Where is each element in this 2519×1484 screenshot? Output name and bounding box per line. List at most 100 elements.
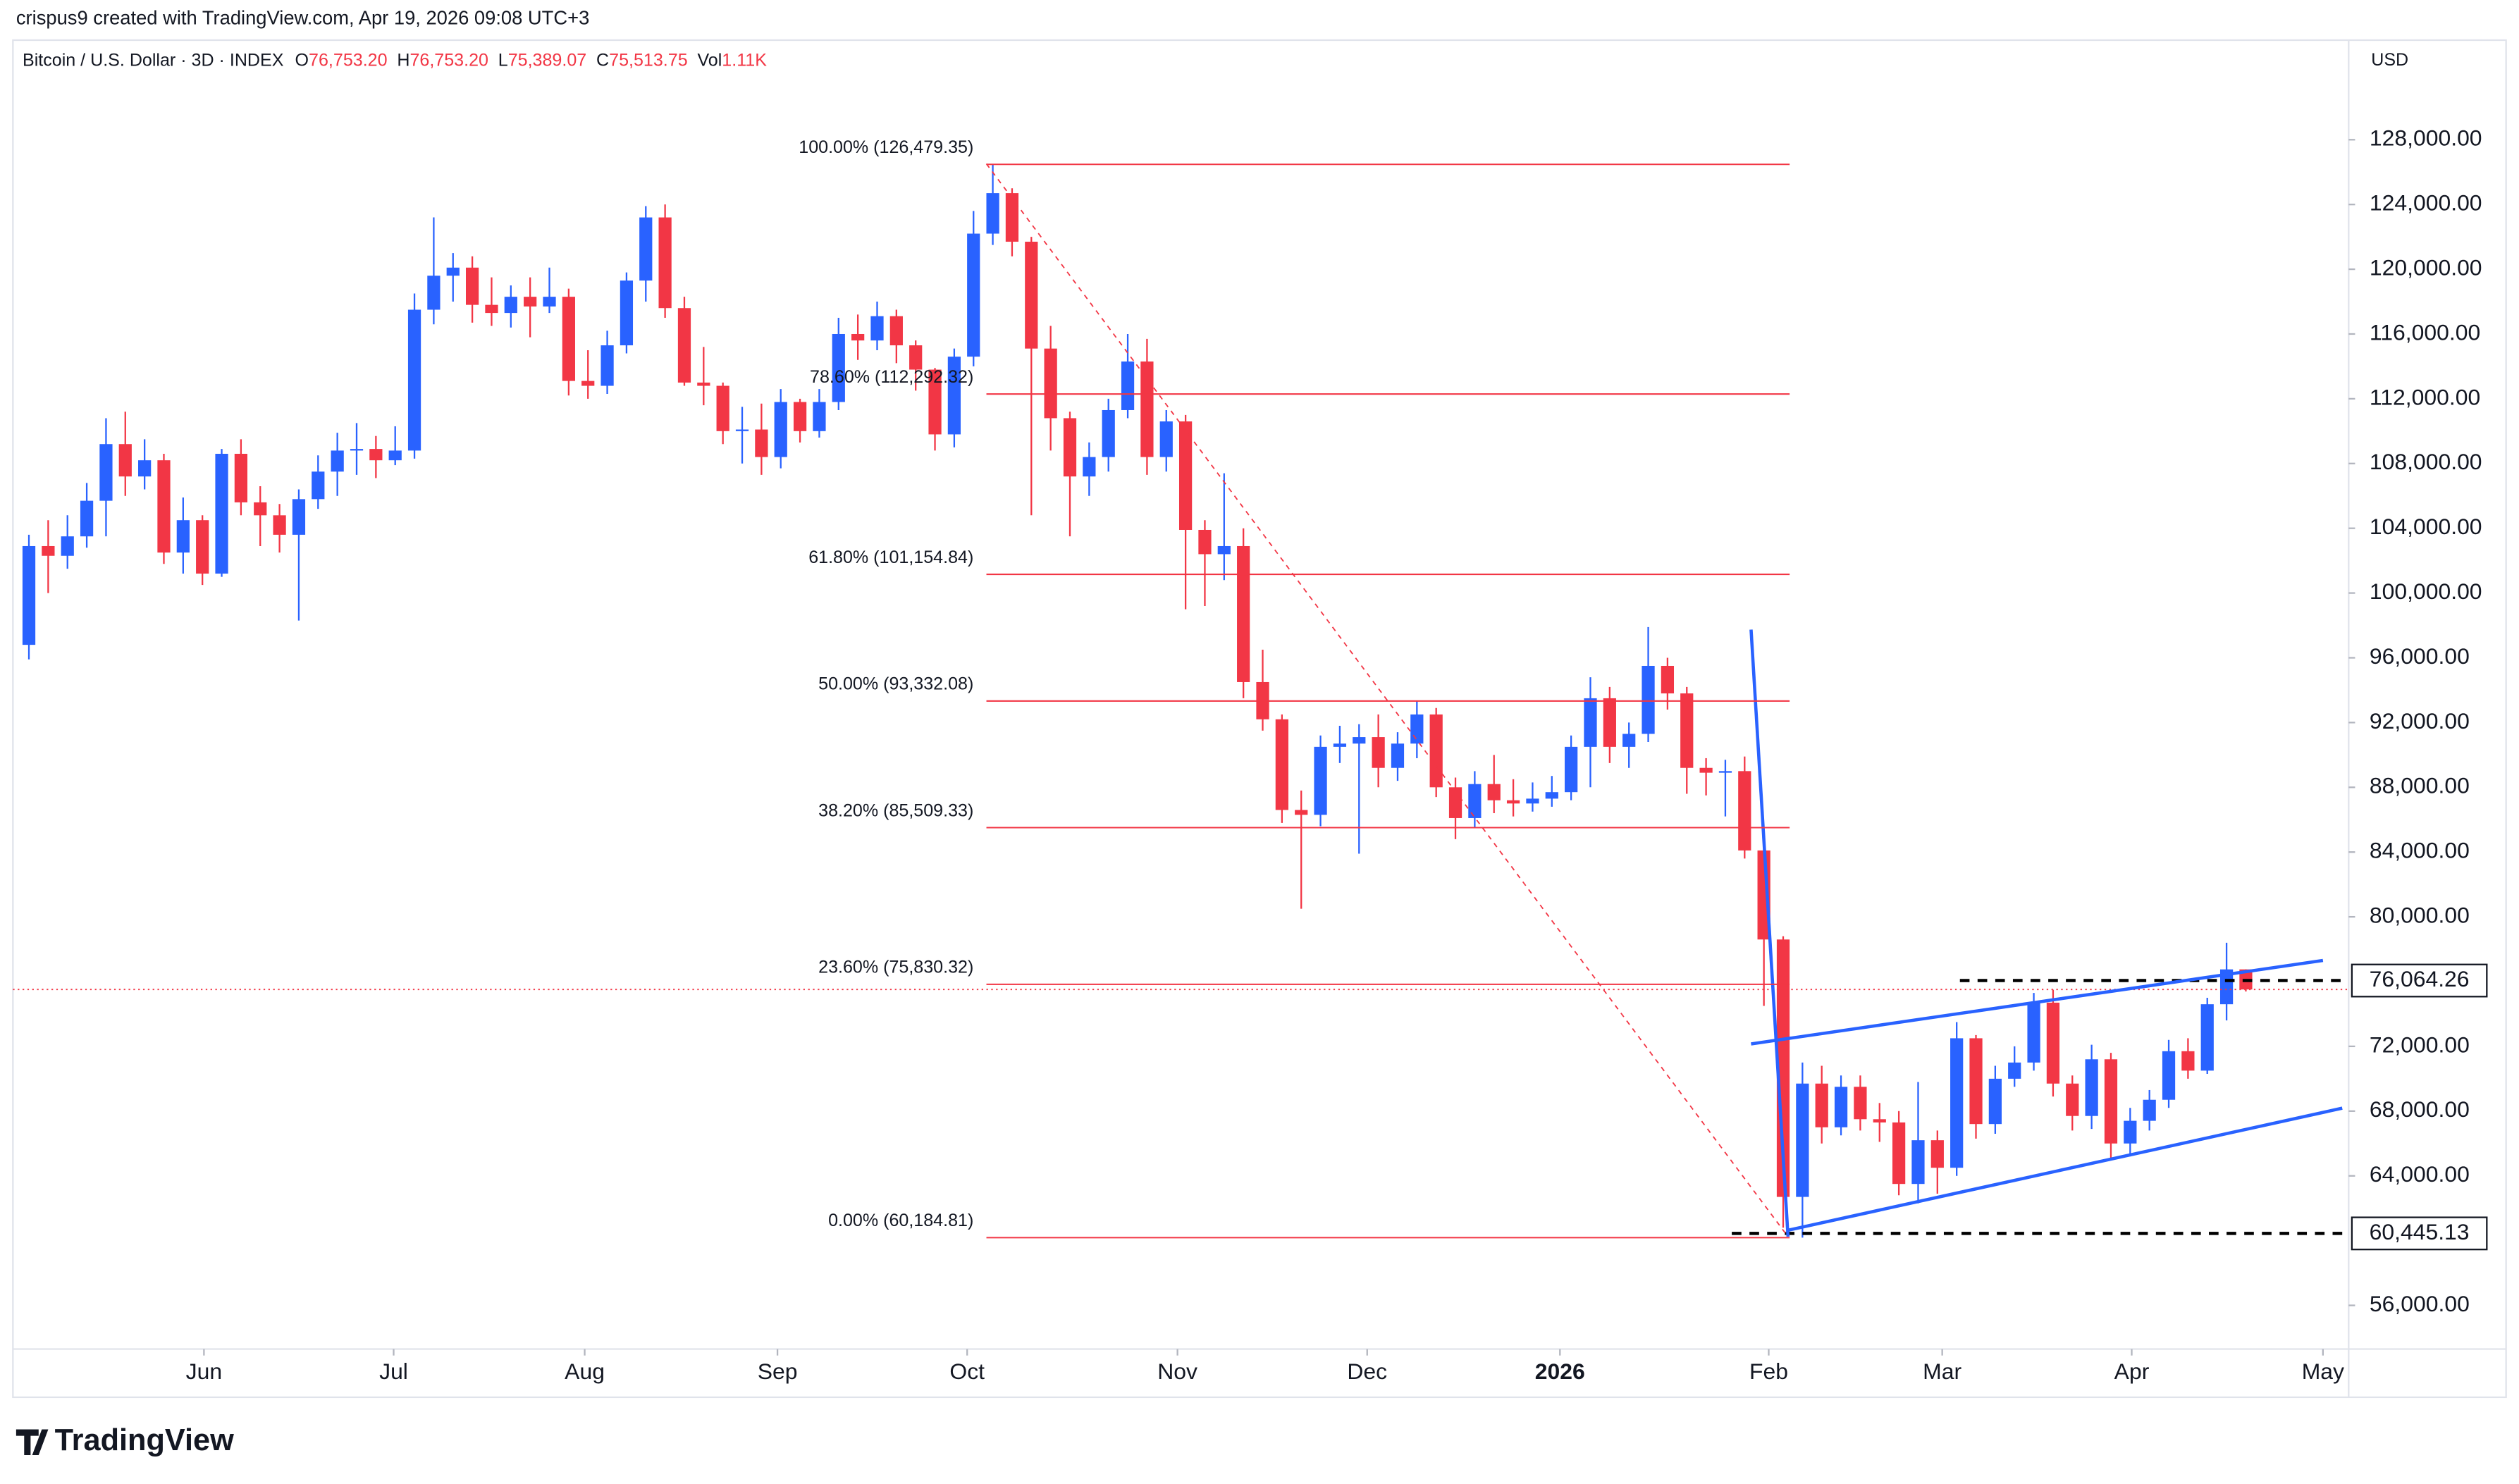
candle-body [1198, 529, 1212, 555]
y-tick-label: 84,000.00 [2370, 838, 2470, 863]
currency: USD [2371, 50, 2408, 70]
price-label: 60,445.13 [2370, 1219, 2470, 1244]
candle-body [1603, 698, 1616, 747]
candle-body [1738, 771, 1751, 851]
candle-body [2104, 1059, 2118, 1144]
fib-label: 61.80% (101,154.84) [808, 548, 973, 567]
author-line: crispus9 created with TradingView.com, A… [16, 7, 589, 29]
fib-label: 100.00% (126,479.35) [799, 137, 973, 157]
candle-body [2181, 1051, 2195, 1071]
x-tick-label: Aug [565, 1359, 605, 1384]
ohlc-key: C [596, 50, 609, 70]
candle-body [1930, 1140, 1944, 1168]
candle-body [813, 402, 826, 431]
candle-body [1815, 1083, 1828, 1127]
y-tick-label: 80,000.00 [2370, 903, 2470, 928]
y-tick-label: 112,000.00 [2370, 384, 2480, 409]
ohlc-key: L [498, 50, 508, 70]
price-label-box [2351, 963, 2488, 998]
candle-body [350, 449, 364, 451]
y-tick-label: 56,000.00 [2370, 1291, 2470, 1316]
candle-body [1314, 746, 1327, 815]
logo: TradingView [16, 1423, 234, 1457]
y-tick-label: 108,000.00 [2370, 449, 2482, 474]
candle-body [80, 500, 94, 537]
candle-body [1102, 409, 1115, 457]
candle-body [677, 308, 691, 383]
candle-body [99, 444, 113, 501]
symbol: Bitcoin / U.S. Dollar · 3D · INDEX [23, 50, 284, 70]
x-tick-label: Dec [1347, 1359, 1387, 1384]
candle-body [1699, 767, 1713, 773]
candle-body [735, 429, 749, 431]
logo-mark [16, 1429, 49, 1455]
candle-body [2124, 1120, 2137, 1144]
candle-body [620, 280, 634, 346]
candle-body [1410, 714, 1424, 744]
candle-body [446, 267, 460, 276]
candle-body [909, 345, 923, 370]
candle-body [61, 536, 74, 556]
candle-body [774, 402, 787, 457]
x-tick-label: Sep [758, 1359, 798, 1384]
candle-body [1063, 418, 1077, 477]
candle-body [1584, 698, 1597, 747]
ohlc-value: 76,753.20 [409, 50, 488, 70]
candle-body [504, 297, 517, 314]
y-tick-label: 100,000.00 [2370, 579, 2482, 604]
candle-body [1988, 1078, 2002, 1125]
candle-body [312, 471, 325, 500]
candle-body [1140, 361, 1154, 457]
candle-body [215, 454, 228, 574]
candle-body [1565, 746, 1578, 793]
candle-body [273, 515, 286, 535]
candle-body [1950, 1038, 1964, 1168]
candle-body [196, 520, 209, 574]
x-tick-label: Apr [2114, 1359, 2150, 1384]
price-label: 76,064.26 [2370, 966, 2470, 991]
candle-body [1680, 693, 1694, 768]
candle-body [1796, 1083, 1809, 1197]
volume-key: Vol [697, 50, 722, 70]
x-tick-label: Oct [949, 1359, 985, 1384]
channel-lower [1787, 1106, 2343, 1232]
x-tick-label: Jun [186, 1359, 222, 1384]
candle-body [1372, 737, 1385, 768]
x-tick-label: Mar [1923, 1359, 1961, 1384]
candle-body [407, 309, 421, 451]
candle-body [1121, 361, 1135, 410]
candle-body [2219, 969, 2234, 1005]
candle-body [1622, 734, 1636, 747]
candle-body [234, 454, 248, 502]
candle-body [1333, 743, 1347, 747]
candle-body [1468, 784, 1482, 818]
candle-body [2200, 1004, 2214, 1071]
candle-body [292, 499, 306, 535]
candle-body [1642, 665, 1655, 734]
candle-body [2143, 1099, 2156, 1121]
x-tick-label: 2026 [1535, 1359, 1585, 1384]
candle-body [1969, 1038, 1983, 1125]
candle-body [524, 297, 537, 307]
candle-body [369, 449, 383, 461]
candle-body [1661, 665, 1675, 694]
candle-body [1353, 737, 1366, 744]
candle-body [485, 304, 498, 314]
candle-body [986, 193, 999, 234]
channel-upper [1751, 958, 2324, 1046]
y-tick-label: 72,000.00 [2370, 1032, 2470, 1057]
candle-body [1718, 771, 1732, 773]
candle-body [465, 267, 479, 305]
candle-body [755, 429, 768, 457]
candle-body [967, 233, 980, 357]
candle-body [832, 333, 845, 402]
candle-body [1911, 1140, 1925, 1185]
price-label-box [2351, 1216, 2488, 1251]
fib-label: 50.00% (93,332.08) [818, 674, 973, 694]
ohlc-key: H [397, 50, 409, 70]
candle-body [562, 297, 575, 381]
candle-body [870, 316, 884, 341]
candle-body [1295, 810, 1308, 815]
